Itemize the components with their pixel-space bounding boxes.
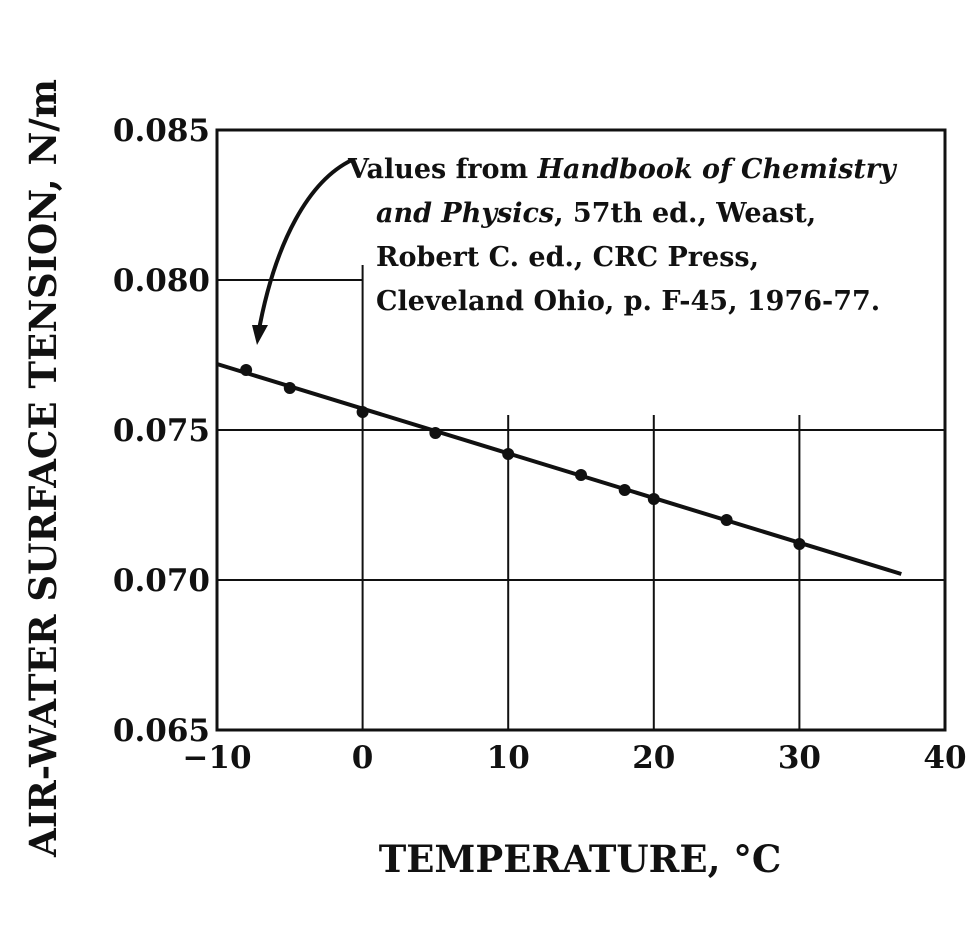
annotation-line-2-italic: and Physics: [376, 198, 554, 229]
annotation-line-2: and Physics, 57th ed., Weast,: [376, 198, 816, 229]
x-tick-label: 30: [778, 740, 821, 776]
annotation-arrowhead: [252, 325, 268, 345]
data-point: [502, 448, 515, 460]
data-point: [356, 406, 369, 418]
annotation-line-4: Cleveland Ohio, p. F-45, 1976-77.: [376, 286, 880, 317]
y-tick-label: 0.085: [113, 113, 210, 149]
annotation-line-1-italic: Handbook of Chemistry: [536, 154, 898, 185]
data-point: [575, 469, 587, 481]
data-point: [429, 427, 442, 439]
y-tick-label: 0.075: [113, 413, 210, 449]
annotation-line-2-rest: , 57th ed., Weast,: [554, 198, 816, 229]
y-tick-label: 0.080: [113, 263, 210, 299]
annotation-arrow: [256, 158, 353, 336]
fit-line: [216, 362, 902, 576]
data-point: [647, 493, 660, 505]
plot-frame: [215, 128, 947, 732]
x-tick-labels: −10 0 10 20 30 40: [182, 740, 966, 776]
y-tick-label: 0.070: [113, 563, 210, 599]
x-tick-label: 0: [352, 740, 374, 776]
data-point: [720, 514, 733, 526]
data-point: [793, 538, 806, 550]
x-axis-title: TEMPERATURE, °C: [379, 837, 782, 881]
x-tick-label: 40: [923, 740, 966, 776]
y-axis-title: AIR-WATER SURFACE TENSION, N/m: [21, 79, 65, 858]
annotation-line-1: Values from Handbook of Chemistry: [347, 154, 898, 185]
x-tick-label: 10: [487, 740, 530, 776]
annotation-line-3: Robert C. ed., CRC Press,: [376, 242, 759, 273]
y-tick-labels: 0.065 0.070 0.075 0.080 0.085: [113, 113, 210, 749]
data-point: [618, 484, 631, 496]
annotation-line-1-prefix: Values from: [347, 154, 537, 185]
annotation: Values from Handbook of Chemistry and Ph…: [252, 154, 898, 345]
data-point: [240, 364, 253, 376]
grid-layer: [217, 265, 945, 730]
y-tick-label: 0.065: [113, 713, 210, 749]
data-points: [240, 364, 806, 550]
data-point: [283, 382, 296, 394]
x-tick-label: 20: [632, 740, 675, 776]
x-tick-label: −10: [182, 740, 251, 776]
